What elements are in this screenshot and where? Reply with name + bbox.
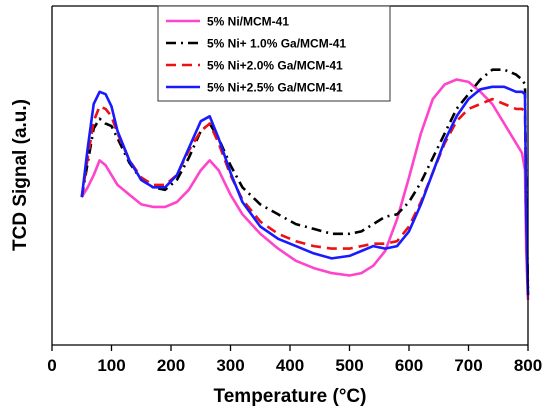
x-tick-label-800: 800	[514, 356, 542, 375]
y-axis-title: TCD Signal (a.u.)	[10, 99, 31, 251]
legend: 5% Ni/MCM-41 5% Ni+ 1.0% Ga/MCM-41 5% Ni+2…	[157, 5, 391, 102]
x-axis-title: Temperature (°C)	[214, 386, 367, 407]
x-tick-label-300: 300	[216, 356, 244, 375]
x-tick-label-200: 200	[157, 356, 185, 375]
x-tick-label-400: 400	[276, 356, 304, 375]
legend-items: 5% Ni/MCM-41 5% Ni+ 1.0% Ga/MCM-41 5% Ni+2…	[166, 15, 346, 95]
x-tick-label-500: 500	[335, 356, 363, 375]
series-layer	[80, 68, 530, 301]
x-tick-label-100: 100	[97, 356, 125, 375]
legend-label-1: 5% Ni/MCM-41	[207, 15, 289, 29]
legend-label-4: 5% Ni+2.5% Ga/MCM-41	[207, 81, 343, 95]
legend-label-3: 5% Ni+2.0% Ga/MCM-41	[207, 59, 343, 73]
series-line-1	[80, 78, 530, 301]
x-tick-label-700: 700	[454, 356, 482, 375]
legend-label-2: 5% Ni+ 1.0% Ga/MCM-41	[207, 37, 346, 51]
x-ticks: 0 100 200 300 400 500 600 700 800	[47, 345, 542, 375]
x-tick-label-0: 0	[47, 356, 56, 375]
series-line-4	[80, 85, 530, 296]
x-tick-label-600: 600	[395, 356, 423, 375]
